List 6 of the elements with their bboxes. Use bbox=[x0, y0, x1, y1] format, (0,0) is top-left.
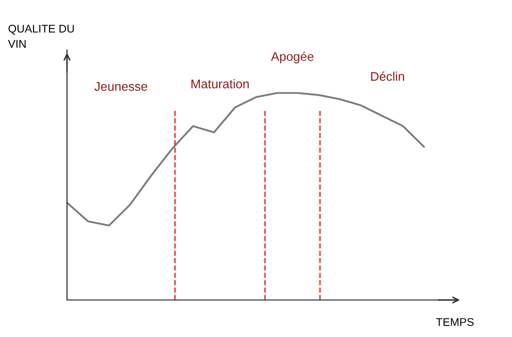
text: Déclin bbox=[371, 72, 404, 81]
y-axis-title: QUALITE DU VIN bbox=[8, 24, 74, 48]
text: Maturation bbox=[192, 79, 249, 88]
text: Apogée bbox=[270, 52, 314, 64]
x-axis-title: TEMPS bbox=[436, 318, 474, 326]
text: Jeunesse bbox=[94, 82, 148, 91]
